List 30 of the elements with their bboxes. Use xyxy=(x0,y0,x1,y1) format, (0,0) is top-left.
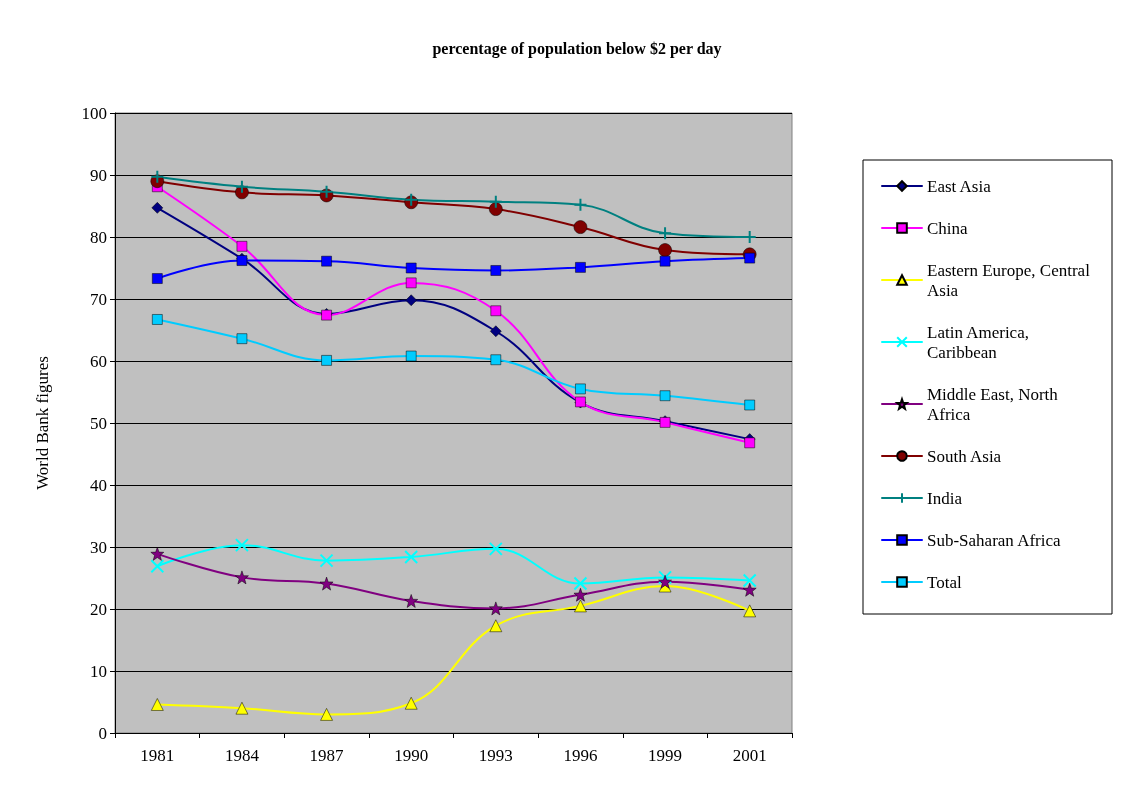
legend-label: Eastern Europe, Central Asia xyxy=(927,260,1095,300)
legend-label: China xyxy=(927,218,969,238)
y-tick-label: 10 xyxy=(90,661,107,681)
x-tick-label: 1996 xyxy=(563,746,598,765)
legend-label: Total xyxy=(927,572,962,592)
y-tick-label: 30 xyxy=(90,537,107,557)
y-tick-label: 40 xyxy=(90,475,107,495)
legend-label: Middle East, North Africa xyxy=(927,384,1063,424)
y-tick-label: 100 xyxy=(81,103,107,123)
y-tick-label: 50 xyxy=(90,413,107,433)
y-tick-label: 80 xyxy=(90,227,107,247)
x-tick-label: 1984 xyxy=(224,746,260,765)
x-tick-label: 2001 xyxy=(732,746,767,765)
x-tick-label: 1999 xyxy=(648,746,683,765)
legend-label: East Asia xyxy=(927,176,992,196)
y-axis-title: World Bank figures xyxy=(33,356,52,490)
chart-title: percentage of population below $2 per day xyxy=(432,39,722,58)
y-tick-label: 0 xyxy=(98,723,107,743)
y-tick-label: 70 xyxy=(90,289,107,309)
y-tick-label: 60 xyxy=(90,351,107,371)
legend-label: Sub-Saharan Africa xyxy=(927,530,1062,550)
legend-label: India xyxy=(927,488,963,508)
legend-label: South Asia xyxy=(927,446,1002,466)
legend-label: Latin America, Caribbean xyxy=(927,322,1034,362)
y-tick-label: 20 xyxy=(90,599,107,619)
x-tick-label: 1987 xyxy=(309,746,345,765)
x-tick-label: 1981 xyxy=(140,746,175,765)
y-tick-label: 90 xyxy=(90,165,107,185)
x-tick-label: 1993 xyxy=(478,746,513,765)
x-tick-label: 1990 xyxy=(394,746,429,765)
